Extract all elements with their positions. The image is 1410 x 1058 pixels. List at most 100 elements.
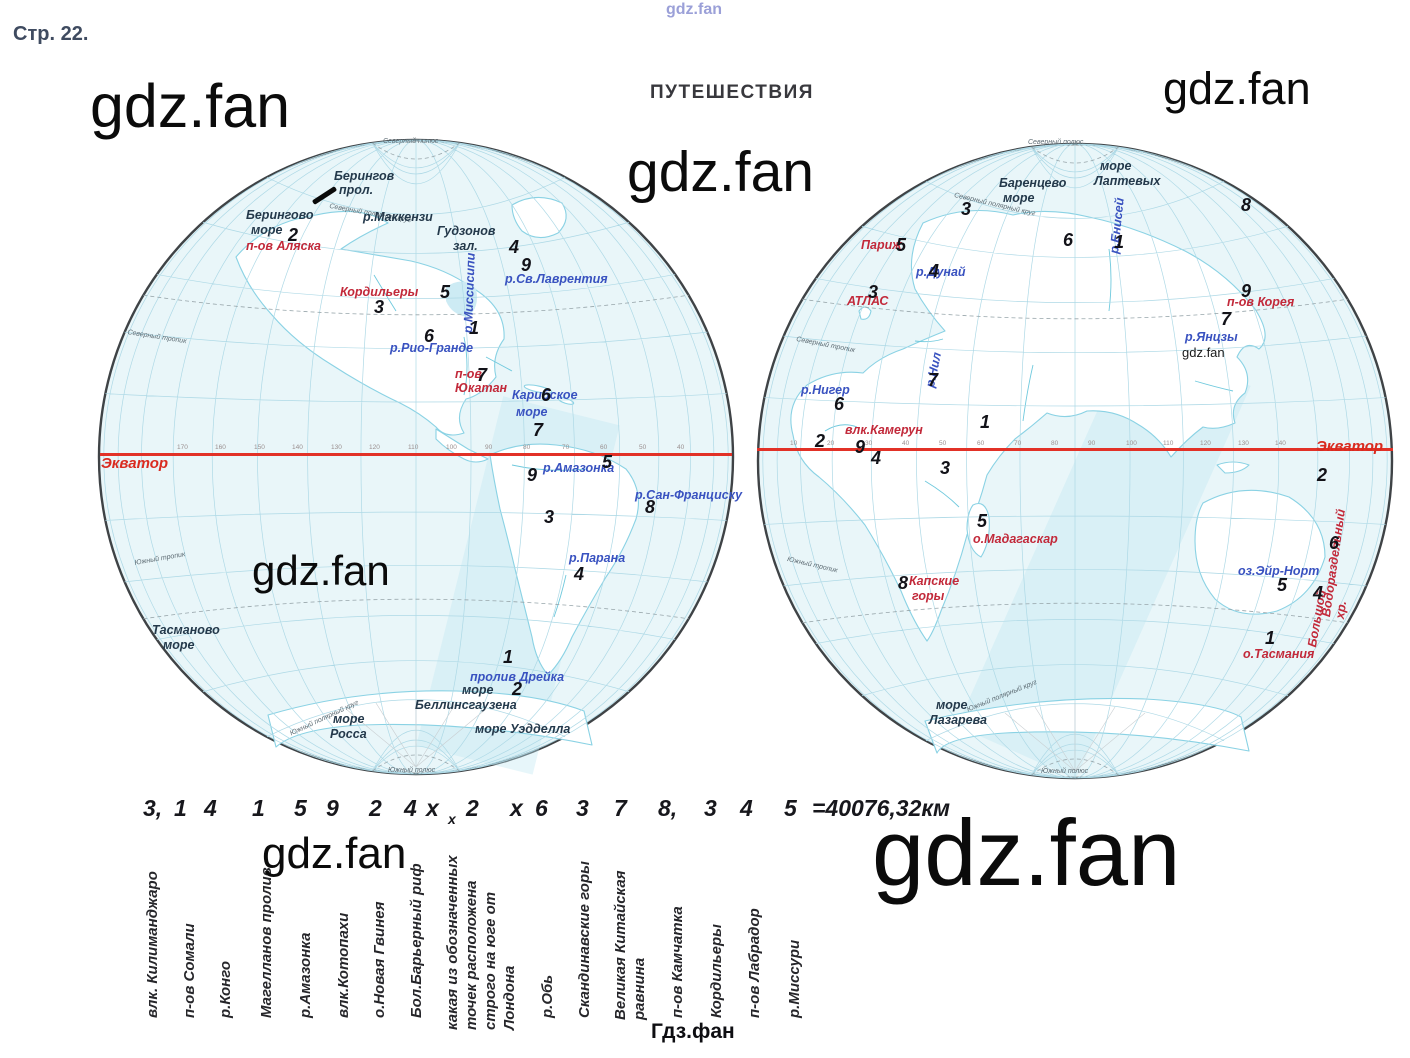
map-label: 3 [544,507,555,527]
equator-label-west: Экватор [101,455,169,472]
footer-site-name: Гдз.фан [651,1020,735,1043]
map-label: 150 [254,444,265,451]
map-label: 2 [512,679,523,699]
map-label: море [163,638,195,652]
map-label: оз.Эйр-Норт [1238,564,1320,578]
map-label: море [462,683,494,697]
south-pole-fan-west [345,699,487,768]
map-label: 3 [868,282,879,302]
equator-line-west [100,453,732,456]
map-label: 7 [533,420,544,440]
watermark: gdz.fan [627,140,814,204]
map-label: 80 [523,444,531,451]
map-label: море [936,698,968,712]
watermark-small: gdz.fan [1182,345,1225,360]
map-label: р.Маккензи [363,210,433,224]
rotated-answer-label: Скандинавские горы [576,861,593,1018]
rotated-answer-label: Великая Китайская равнина [612,870,648,1020]
rivers-west [373,274,587,618]
map-label: море [1100,159,1132,173]
watermark: gdz.fan [666,1,722,18]
map-label: р.Св.Лаврентия [505,272,608,286]
map-label: 4 [871,448,882,468]
rotated-answer-label: р.Конго [217,961,234,1018]
rotated-answer-label: п-ов Камчатка [669,906,686,1018]
map-label: 110 [408,444,419,451]
map-label: 1 [469,318,480,338]
map-label: 7 [477,365,488,385]
map-label: 40 [902,440,910,447]
map-label: Баренцево [999,176,1067,190]
map-label: 1 [980,412,991,432]
map-label: зал. [453,239,478,253]
page-number: Стр. 22. [13,23,89,45]
map-label: 70 [562,444,570,451]
map-label: 110 [1163,440,1174,447]
rotated-answer-label: какая из обозначенных точек расположена … [444,855,518,1030]
watermark: gdz.fan [872,800,1181,905]
map-label: 2 [815,431,826,451]
map-label: р.Парана [569,551,626,565]
map-label: 100 [1126,440,1137,447]
formula-digit: 4 [404,795,417,821]
map-label: Лазарева [929,713,987,727]
rotated-answer-label: Кордильеры [708,924,725,1018]
rivers-east [824,248,1234,508]
map-label: горы [912,589,945,603]
map-label: 4 [574,564,585,584]
map-label: 5 [1277,575,1288,595]
map-label: Северный полюс [383,138,439,145]
rotated-answer-label: р.Обь [539,974,556,1018]
watermark: gdz.fan [262,829,407,878]
map-label: 2 [288,225,299,245]
map-label: 9 [855,437,866,457]
map-label: Кордильеры [340,285,419,299]
landmass-antarctica-east [924,697,1250,754]
map-label: 9 [1241,281,1252,301]
map-label: 170 [177,444,188,451]
map-label: прол. [339,183,374,197]
formula-digit: 4 [204,795,217,821]
map-label: 50 [939,440,947,447]
map-label: Берингово [246,208,314,222]
map-label: о.Мадагаскар [973,532,1058,546]
equator-line-east [757,448,1393,451]
map-label: 90 [1088,440,1096,447]
map-label: 90 [485,444,493,451]
formula-digit: 4 [740,795,753,821]
map-label: п-ов Корея [1227,295,1295,309]
formula-digit: x [426,795,439,821]
map-label: 9 [527,465,538,485]
landmass-eurafrasia [790,209,1326,754]
map-label: Париж [861,238,902,252]
map-label: Южный полюс [1041,768,1089,775]
formula-digit: 1 [252,795,265,821]
formula-digit: 8, [658,795,678,821]
map-label: Южный полюс [388,767,436,774]
formula-digit: 2 [466,795,479,821]
formula-digit: 3 [576,795,589,821]
map-label: 10 [790,440,798,447]
formula-result: =40076,32км [812,795,951,821]
map-label: 6 [834,394,845,414]
map-label: 50 [639,444,647,451]
map-label: 9 [521,255,532,275]
map-label: 3 [374,297,385,317]
map-label: р.Сан-Франциску [635,488,743,502]
map-label: 8 [898,573,909,593]
rotated-answer-label: р.Амазонка [297,932,314,1018]
rotated-answer-label: Бол.Барьерный риф [408,863,425,1018]
map-label: 60 [977,440,985,447]
map-label: р.Рио-Гранде [390,341,474,355]
map-label: Гудзонов [437,224,496,238]
formula-digit: x [448,811,456,827]
map-label: 80 [1051,440,1059,447]
formula-digit: 7 [614,795,627,821]
map-label: Тасманово [152,623,220,637]
formula-digit: 1 [174,795,187,821]
map-label: р.Нигер [801,383,850,397]
map-label: Росса [330,727,367,741]
map-label: 7 [1221,309,1232,329]
formula-digit: x [510,795,523,821]
